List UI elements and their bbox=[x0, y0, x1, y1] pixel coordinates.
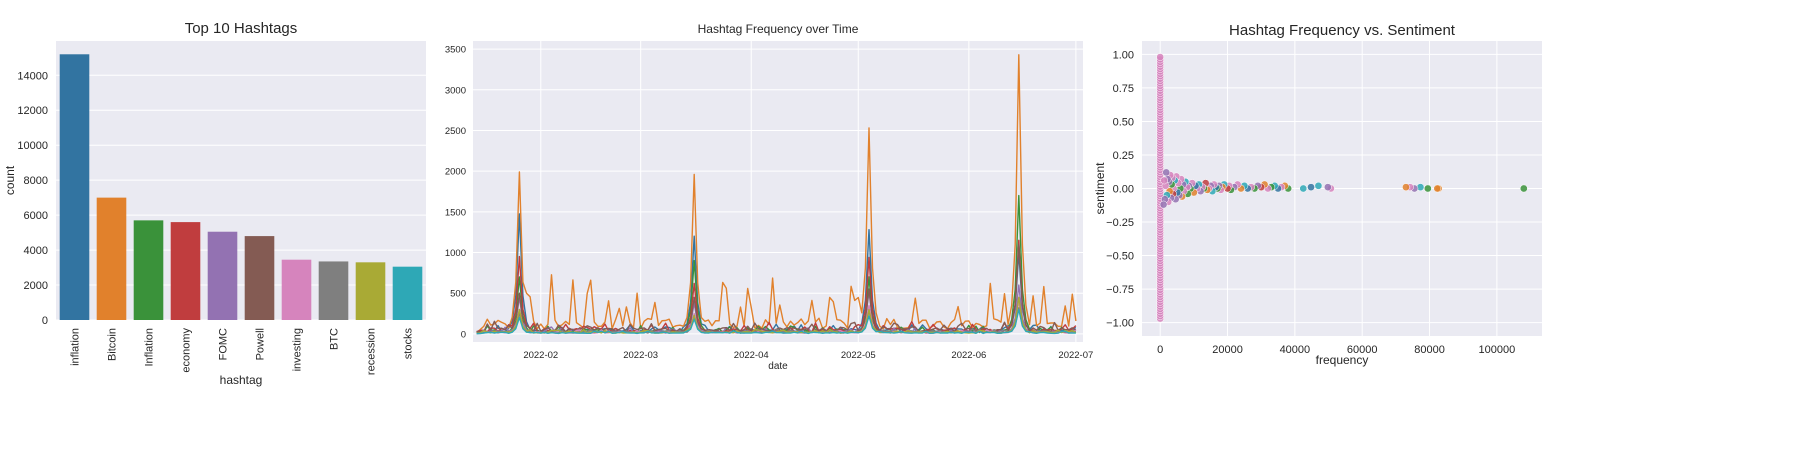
bar-chart-x-tick-label: Inflation bbox=[144, 328, 156, 367]
scatter-point bbox=[1156, 53, 1165, 61]
scatter-point bbox=[1160, 176, 1169, 185]
bar-chart-y-tick-label: 2000 bbox=[24, 280, 48, 292]
scatter-point bbox=[1299, 184, 1308, 193]
bar-chart-y-tick-label: 6000 bbox=[24, 210, 48, 222]
scatter-chart-y-tick-label: 0.00 bbox=[1113, 184, 1134, 196]
line-chart-x-tick-label: 2022-07 bbox=[1058, 350, 1093, 361]
scatter-chart-y-tick-label: −1.00 bbox=[1106, 318, 1134, 330]
bar-chart-y-tick-label: 8000 bbox=[24, 175, 48, 187]
line-chart-y-tick-label: 1000 bbox=[445, 248, 466, 259]
line-chart-title: Hashtag Frequency over Time bbox=[698, 22, 859, 36]
scatter-point bbox=[1307, 183, 1315, 192]
scatter-point bbox=[1433, 184, 1442, 193]
scatter-point bbox=[1402, 183, 1410, 192]
scatter-chart-gridlines bbox=[1142, 41, 1542, 336]
bar-6 bbox=[281, 259, 312, 320]
bar-chart-title: Top 10 Hashtags bbox=[185, 20, 298, 37]
scatter-chart-x-tick-label: 20000 bbox=[1212, 344, 1243, 356]
scatter-chart-y-tick-label: 0.25 bbox=[1113, 150, 1134, 162]
line-chart-y-tick-label: 2000 bbox=[445, 167, 466, 178]
scatter-chart-x-tick-label: 40000 bbox=[1280, 344, 1311, 356]
line-chart-frequency-over-time: 2022-02 2022-03 2022-04 2022-05 2022-06 2022-… bbox=[445, 22, 1093, 372]
scatter-chart-x-axis-label: frequency bbox=[1316, 353, 1369, 367]
line-chart-series bbox=[476, 54, 1077, 335]
scatter-chart-x-ticks: 0 20000 40000 60000 80000 100000 bbox=[1157, 344, 1515, 356]
scatter-point bbox=[1314, 181, 1323, 190]
bar-chart-y-tick-label: 12000 bbox=[17, 105, 48, 117]
scatter-point bbox=[1424, 184, 1432, 193]
bar-chart-x-tick-label: Bitcoin bbox=[107, 328, 119, 361]
bar-chart-y-tick-label: 4000 bbox=[24, 245, 48, 257]
scatter-chart-y-tick-label: −0.25 bbox=[1106, 217, 1134, 229]
line-chart-y-tick-label: 1500 bbox=[445, 207, 466, 218]
bar-chart-x-axis-label: hashtag bbox=[220, 373, 263, 387]
scatter-chart-points bbox=[1156, 53, 1528, 323]
scatter-point bbox=[1162, 168, 1171, 177]
line-chart-x-ticks: 2022-02 2022-03 2022-04 2022-05 2022-06 2022-… bbox=[523, 350, 1093, 361]
bar-chart-x-tick-label: recession bbox=[366, 328, 378, 375]
line-chart-plot-area bbox=[473, 41, 1083, 342]
bar-chart-y-tick-label: 0 bbox=[42, 315, 48, 327]
bar-chart-bars bbox=[59, 54, 423, 321]
line-chart-x-tick-label: 2022-03 bbox=[623, 350, 658, 361]
line-chart-x-tick-label: 2022-05 bbox=[841, 350, 876, 361]
bar-9 bbox=[392, 266, 423, 320]
bar-chart-y-tick-label: 10000 bbox=[17, 140, 48, 152]
bar-chart-top-hashtags: inflation Bitcoin Inflation economy FOMC Powe… bbox=[3, 20, 426, 387]
bar-chart-x-tick-label: stocks bbox=[403, 328, 415, 360]
line-series-1 bbox=[476, 54, 1077, 333]
scatter-chart-y-axis-label: sentiment bbox=[1093, 162, 1107, 215]
scatter-chart-x-tick-label: 60000 bbox=[1347, 344, 1378, 356]
line-chart-y-tick-label: 500 bbox=[450, 289, 466, 300]
bar-1 bbox=[96, 197, 127, 320]
scatter-chart-y-tick-label: 0.50 bbox=[1113, 116, 1134, 128]
bar-chart-x-tick-label: investing bbox=[292, 328, 304, 371]
scatter-chart-y-ticks: −1.00 −0.75 −0.50 −0.25 0.00 0.25 0.50 0.75 1.00 bbox=[1106, 49, 1134, 329]
scatter-chart-y-tick-label: −0.50 bbox=[1106, 251, 1134, 263]
line-chart-x-axis-label: date bbox=[768, 361, 788, 372]
scatter-chart-frequency-vs-sentiment: 0 20000 40000 60000 80000 100000 −1.00 −0.75 −0… bbox=[1093, 22, 1542, 367]
scatter-chart-x-tick-label: 100000 bbox=[1479, 344, 1516, 356]
line-chart-y-tick-label: 3500 bbox=[445, 45, 466, 56]
line-chart-x-tick-label: 2022-04 bbox=[734, 350, 769, 361]
bar-chart-y-ticks: 0 2000 4000 6000 8000 10000 12000 14000 bbox=[17, 70, 48, 327]
bar-chart-x-tick-label: inflation bbox=[70, 328, 82, 366]
line-chart-x-tick-label: 2022-02 bbox=[523, 350, 558, 361]
bar-chart-x-tick-label: FOMC bbox=[218, 328, 230, 360]
scatter-chart-title: Hashtag Frequency vs. Sentiment bbox=[1229, 22, 1456, 39]
bar-chart-y-axis-label: count bbox=[3, 165, 17, 195]
scatter-chart-x-tick-label: 0 bbox=[1157, 344, 1163, 356]
line-chart-y-tick-label: 3000 bbox=[445, 85, 466, 96]
bar-5 bbox=[244, 236, 275, 320]
line-series-9 bbox=[476, 308, 1076, 335]
scatter-chart-x-tick-label: 80000 bbox=[1414, 344, 1445, 356]
line-chart-y-tick-label: 2500 bbox=[445, 126, 466, 137]
scatter-chart-y-tick-label: 0.75 bbox=[1113, 83, 1134, 95]
line-chart-y-ticks: 0 500 1000 1500 2000 2500 3000 3500 bbox=[445, 45, 466, 341]
scatter-point bbox=[1159, 200, 1168, 209]
bar-chart-x-tick-label: Powell bbox=[255, 328, 267, 360]
bar-chart-x-tick-label: BTC bbox=[329, 328, 341, 350]
bar-0 bbox=[59, 54, 90, 321]
line-chart-x-tick-label: 2022-06 bbox=[951, 350, 986, 361]
bar-8 bbox=[355, 262, 386, 320]
scatter-point bbox=[1519, 184, 1528, 193]
scatter-chart-y-tick-label: −0.75 bbox=[1106, 284, 1134, 296]
line-chart-y-tick-label: 0 bbox=[461, 329, 466, 340]
bar-7 bbox=[318, 261, 349, 320]
bar-chart-y-tick-label: 14000 bbox=[17, 70, 48, 82]
scatter-point bbox=[1324, 183, 1332, 192]
bar-3 bbox=[170, 222, 201, 320]
bar-4 bbox=[207, 231, 238, 320]
bar-chart-x-tick-label: economy bbox=[181, 328, 193, 373]
bar-chart-x-ticks: inflation Bitcoin Inflation economy FOMC Powe… bbox=[70, 328, 415, 376]
bar-2 bbox=[133, 220, 164, 320]
scatter-chart-y-tick-label: 1.00 bbox=[1113, 49, 1134, 61]
